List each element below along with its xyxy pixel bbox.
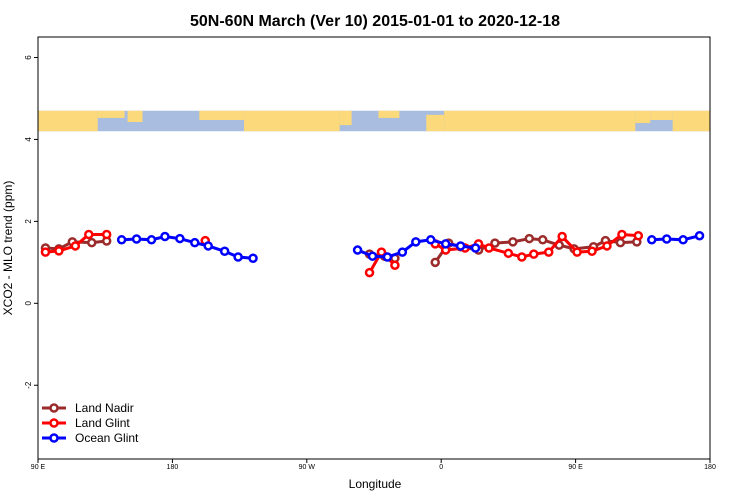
- data-point: [411, 237, 421, 247]
- data-point: [131, 234, 142, 244]
- series-line-2-2: [651, 234, 700, 242]
- series-layer: [40, 229, 705, 278]
- data-point: [529, 249, 539, 259]
- data-point: [364, 267, 375, 278]
- legend-marker-1: [49, 418, 59, 428]
- data-point: [633, 230, 644, 241]
- data-point: [484, 243, 494, 253]
- data-point: [87, 237, 97, 248]
- map-land-2: [127, 110, 143, 123]
- x-axis-label: Longitude: [349, 477, 402, 491]
- data-point: [615, 237, 626, 248]
- map-land-7: [426, 114, 445, 132]
- data-point: [543, 247, 554, 257]
- data-point: [190, 237, 200, 248]
- y-axis: -2 0 2 4 6: [24, 55, 38, 389]
- data-point: [116, 235, 127, 245]
- x-tick-label-5: 180: [704, 464, 716, 471]
- map-land-6: [378, 110, 400, 118]
- data-point: [455, 241, 466, 251]
- y-tick-label-3: 4: [24, 137, 33, 142]
- world-map-band: [38, 110, 710, 132]
- map-land-8: [444, 110, 636, 132]
- map-land-0: [38, 110, 98, 132]
- legend-label-2: Ocean Glint: [75, 431, 139, 445]
- data-point: [160, 231, 170, 242]
- series-ocean-glint: [116, 230, 705, 263]
- x-axis: 90 E 180 90 W 0 90 E 180: [31, 459, 716, 471]
- data-point: [219, 246, 230, 257]
- map-land-5: [339, 110, 352, 126]
- y-tick-label-4: 6: [24, 55, 33, 60]
- x-tick-label-1: 180: [167, 464, 179, 471]
- data-point: [647, 235, 657, 245]
- data-point: [517, 252, 527, 262]
- x-tick-label-2: 90 W: [299, 464, 316, 471]
- data-point: [397, 247, 408, 257]
- data-point: [602, 241, 612, 251]
- data-point: [617, 229, 627, 240]
- legend-marker-0: [49, 403, 59, 413]
- y-tick-label-1: 0: [24, 301, 33, 306]
- data-point: [694, 230, 705, 241]
- legend-label-0: Land Nadir: [75, 401, 134, 415]
- legend-marker-2: [49, 433, 59, 443]
- data-point: [503, 248, 514, 259]
- map-land-1: [97, 110, 125, 118]
- data-point: [352, 245, 363, 255]
- data-point: [390, 260, 400, 270]
- series-line-2-0: [121, 235, 254, 260]
- data-point: [203, 241, 213, 251]
- map-land-4: [244, 110, 340, 132]
- y-tick-label-2: 2: [24, 219, 33, 224]
- y-tick-label-0: -2: [24, 381, 33, 389]
- plot-area: [37, 36, 711, 460]
- data-point: [84, 229, 94, 240]
- data-point: [70, 241, 81, 251]
- data-point: [233, 252, 243, 262]
- map-land-3: [199, 110, 245, 120]
- data-point: [572, 247, 582, 257]
- data-point: [490, 238, 500, 248]
- data-point: [557, 231, 567, 242]
- data-point: [175, 233, 185, 244]
- data-point: [430, 257, 440, 268]
- x-tick-label-4: 90 E: [568, 464, 583, 471]
- data-point: [508, 237, 518, 247]
- data-point: [248, 253, 258, 263]
- data-point: [440, 239, 451, 249]
- data-point: [661, 234, 672, 244]
- data-point: [587, 246, 597, 257]
- chart-title: 50N-60N March (Ver 10) 2015-01-01 to 202…: [190, 13, 560, 30]
- legend-label-1: Land Glint: [75, 416, 130, 430]
- x-tick-label-3: 0: [439, 464, 443, 471]
- data-point: [470, 243, 481, 253]
- data-point: [678, 235, 688, 245]
- data-point: [382, 252, 393, 262]
- y-axis-label: XCO2 - MLO trend (ppm): [1, 181, 15, 316]
- map-land-10: [650, 110, 673, 120]
- data-point: [425, 235, 436, 245]
- data-point: [40, 247, 51, 257]
- data-point: [367, 251, 378, 261]
- x-tick-label-0: 90 E: [31, 464, 46, 471]
- data-point: [537, 235, 548, 245]
- map-land-11: [672, 110, 710, 132]
- data-point: [101, 229, 112, 240]
- data-point: [146, 235, 157, 245]
- map-land-9: [635, 110, 651, 124]
- data-point: [54, 246, 64, 256]
- data-point: [524, 233, 535, 244]
